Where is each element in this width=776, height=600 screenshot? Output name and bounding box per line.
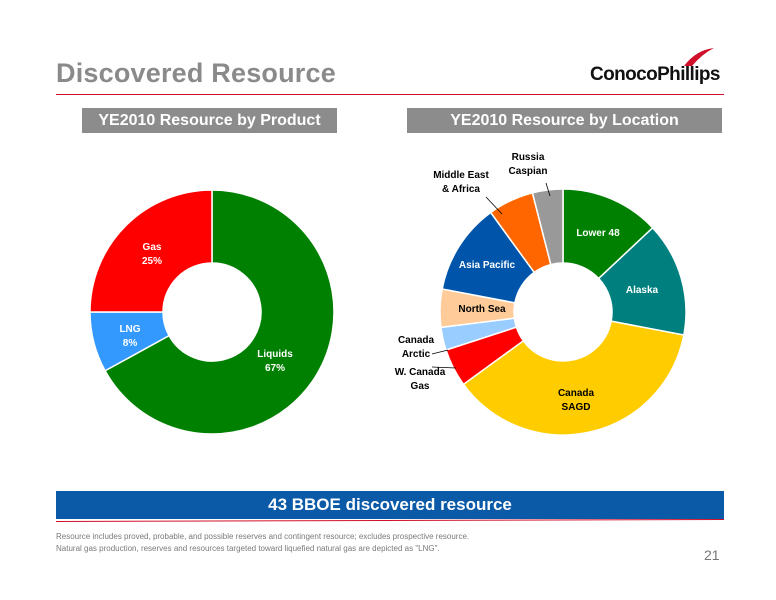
company-logo: ConocoPhillips bbox=[590, 64, 720, 85]
location-slice-label-6: Asia Pacific bbox=[459, 260, 516, 271]
product-donut-chart: Liquids 67% LNG 8% Gas 25% bbox=[89, 189, 335, 435]
logo-swoosh-icon bbox=[684, 48, 714, 66]
title-divider bbox=[56, 94, 724, 95]
location-chart-title: YE2010 Resource by Location bbox=[407, 108, 722, 133]
location-donut-chart: Lower 48 Alaska Canada SAGD W. Canada Gas Cana… bbox=[395, 152, 687, 436]
location-slice-label-0: Lower 48 bbox=[576, 228, 620, 239]
location-slice-1 bbox=[597, 226, 687, 336]
location-slice-label-4: Canada Arctic bbox=[398, 335, 435, 360]
footnote-resource: Resource includes proved, probable, and … bbox=[56, 532, 470, 541]
location-leader-3 bbox=[431, 366, 457, 369]
product-slice-0 bbox=[104, 189, 335, 435]
location-slice-label-5: North Sea bbox=[458, 304, 506, 315]
footnote-lng: Natural gas production, reserves and res… bbox=[56, 544, 440, 553]
page-number: 21 bbox=[704, 547, 720, 563]
product-chart-title: YE2010 Resource by Product bbox=[82, 108, 337, 133]
product-slice-label-1: LNG 8% bbox=[119, 324, 140, 349]
location-slice-label-7: Middle East & Africa bbox=[433, 170, 489, 195]
location-slice-label-8: Russia Caspian bbox=[509, 152, 548, 177]
location-leader-4 bbox=[431, 349, 449, 355]
banner-underline bbox=[56, 519, 724, 522]
product-slice-2 bbox=[89, 189, 213, 313]
location-slice-8 bbox=[531, 188, 564, 266]
location-slice-2 bbox=[462, 320, 685, 436]
location-slice-label-3: W. Canada Gas bbox=[395, 367, 446, 392]
location-slice-label-2: Canada SAGD bbox=[558, 388, 595, 413]
location-leader-8 bbox=[545, 182, 551, 197]
product-slice-label-0: Liquids 67% bbox=[257, 349, 293, 374]
product-slice-label-2: Gas 25% bbox=[142, 242, 162, 267]
location-slice-label-1: Alaska bbox=[626, 285, 659, 296]
location-leader-7 bbox=[485, 196, 503, 215]
page-title: Discovered Resource bbox=[56, 58, 336, 88]
summary-banner: 43 BBOE discovered resource bbox=[56, 491, 724, 519]
